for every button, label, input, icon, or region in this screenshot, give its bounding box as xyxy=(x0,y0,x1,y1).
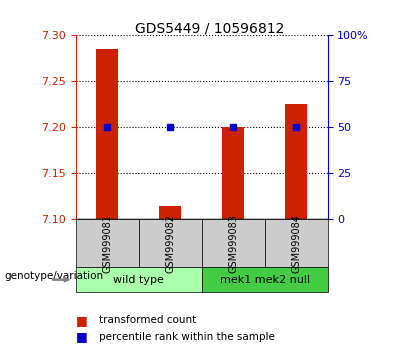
Bar xyxy=(159,206,181,219)
Text: ■: ■ xyxy=(76,331,87,343)
Text: GSM999081: GSM999081 xyxy=(102,214,112,273)
Text: percentile rank within the sample: percentile rank within the sample xyxy=(99,332,275,342)
Text: ■: ■ xyxy=(76,314,87,327)
Bar xyxy=(285,104,307,219)
Bar xyxy=(96,49,118,219)
Text: genotype/variation: genotype/variation xyxy=(4,271,103,281)
Text: GDS5449 / 10596812: GDS5449 / 10596812 xyxy=(135,21,285,35)
Text: mek1 mek2 null: mek1 mek2 null xyxy=(220,275,310,285)
Text: GSM999083: GSM999083 xyxy=(228,214,238,273)
Bar xyxy=(222,127,244,219)
Text: transformed count: transformed count xyxy=(99,315,196,325)
Text: GSM999082: GSM999082 xyxy=(165,214,175,273)
Text: wild type: wild type xyxy=(113,275,164,285)
Text: GSM999084: GSM999084 xyxy=(291,214,301,273)
